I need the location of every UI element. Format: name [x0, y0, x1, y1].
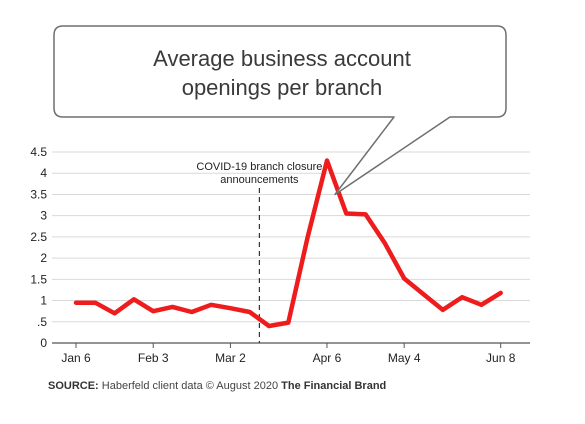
x-tick-label: Jun 8 [486, 351, 516, 365]
y-tick-label: .5 [37, 315, 47, 329]
x-tick-label: Mar 2 [215, 351, 246, 365]
y-tick-label: 1.5 [30, 272, 47, 286]
brand-name: The Financial Brand [281, 380, 387, 392]
chart-title-line-2: openings per branch [182, 75, 383, 100]
x-axis: Jan 6 Feb 3 Mar 2 Apr 6 May 4 Jun 8 [61, 343, 516, 365]
y-tick-label: 3 [40, 209, 47, 223]
y-tick-label: 0 [40, 336, 47, 350]
annotation-label-line-1: COVID-19 branch closure [196, 161, 322, 173]
y-tick-label: 4.5 [30, 145, 47, 159]
source-label: SOURCE: [48, 380, 99, 392]
y-tick-label: 2.5 [30, 230, 47, 244]
source-text: Haberfeld client data © August 2020 [98, 380, 282, 392]
source-note: SOURCE: Haberfeld client data © August 2… [48, 380, 386, 392]
x-tick-label: Feb 3 [138, 351, 169, 365]
annotation-label-line-2: announcements [220, 174, 299, 186]
series-line [73, 158, 503, 329]
y-axis: 0 .5 1 1.5 2 2.5 3 3.5 4 4.5 [30, 145, 47, 350]
chart-title-line-1: Average business account [153, 46, 411, 71]
y-tick-label: 4 [40, 166, 47, 180]
x-tick-label: Apr 6 [313, 351, 342, 365]
title-callout [53, 25, 507, 196]
y-tick-label: 2 [40, 251, 47, 265]
y-tick-label: 3.5 [30, 187, 47, 201]
x-tick-label: Jan 6 [61, 351, 91, 365]
y-tick-label: 1 [40, 294, 47, 308]
x-tick-label: May 4 [388, 351, 421, 365]
